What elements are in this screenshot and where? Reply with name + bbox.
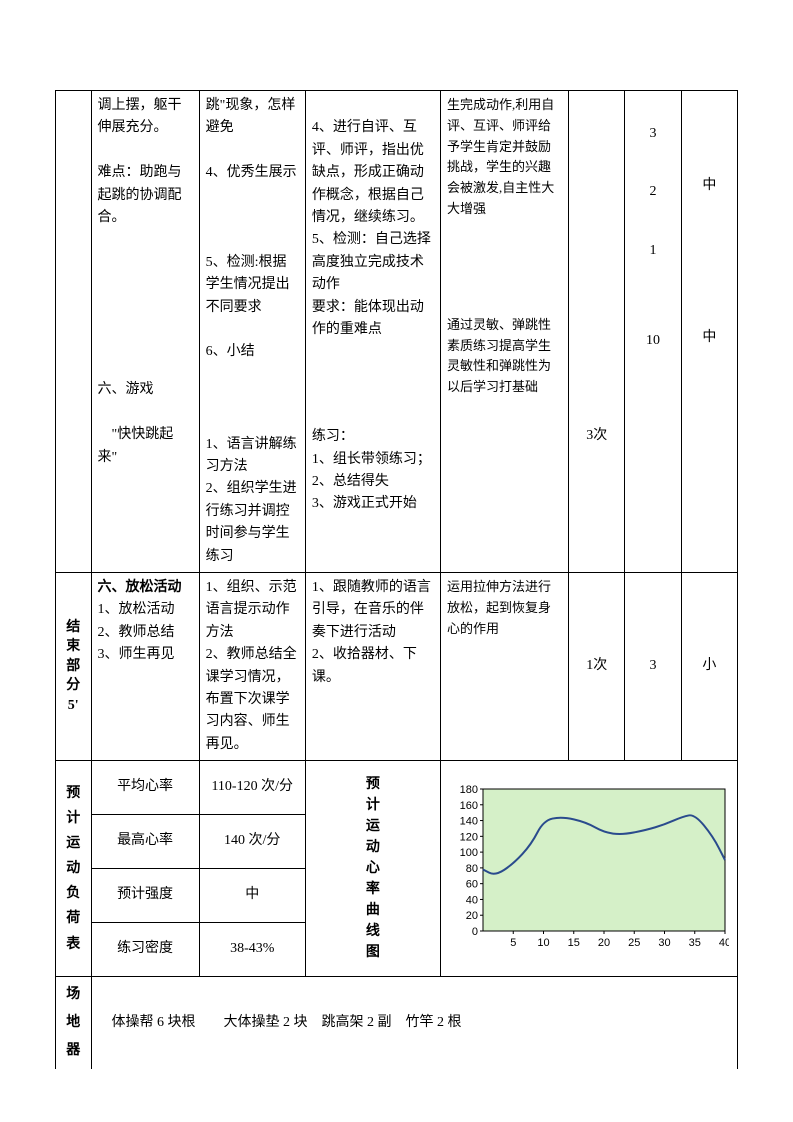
venue-text: 体操帮 6 块根 大体操垫 2 块 跳高架 2 副 竹竿 2 根: [91, 977, 738, 1070]
svg-text:5: 5: [510, 937, 516, 949]
main-col1-text1: 调上摆，躯干伸展充分。 难点：助跑与起跳的协调配合。: [98, 95, 193, 229]
main-section-label: [56, 91, 92, 573]
end-col6: 3: [625, 573, 681, 761]
end-col1: 六、放松活动 1、放松活动 2、教师总结 3、师生再见: [91, 573, 199, 761]
main-col3-text2: 练习： 1、组长带领练习； 2、总结得失 3、游戏正式开始: [312, 426, 434, 516]
metrics-label: 预计运动负荷表: [56, 761, 92, 977]
main-col2: 跳"现象，怎样避免 4、优秀生展示 5、检测:根据学生情况提出不同要求 6、小结…: [199, 91, 305, 573]
venue-row: 场地器 体操帮 6 块根 大体操垫 2 块 跳高架 2 副 竹竿 2 根: [56, 977, 738, 1070]
svg-text:180: 180: [460, 784, 478, 796]
main-col3-text1: 4、进行自评、互评、师评，指出优缺点，形成正确动作概念，根据自己情况，继续练习。…: [312, 95, 434, 341]
chart-cell: 0 20 40 60 80 100 120 140 160 180 5 10 15 20 25 30 35 40: [440, 761, 737, 977]
main-col7-v1: 中: [688, 175, 731, 197]
svg-text:40: 40: [466, 895, 478, 907]
metrics-r4-value: 38-43%: [199, 923, 305, 977]
svg-text:60: 60: [466, 879, 478, 891]
main-col6-v2: 2: [631, 181, 674, 203]
svg-text:140: 140: [460, 816, 478, 828]
metrics-r2-label: 最高心率: [91, 815, 199, 869]
svg-text:10: 10: [537, 937, 549, 949]
metrics-r3-value: 中: [199, 869, 305, 923]
svg-text:0: 0: [472, 926, 478, 938]
svg-text:25: 25: [628, 937, 640, 949]
main-col4-text1: 生完成动作,利用自评、互评、师评给予学生肯定并鼓励挑战，学生的兴趣会被激发,自主…: [447, 95, 562, 220]
end-col7: 小: [681, 573, 737, 761]
end-col3: 1、跟随教师的语言引导，在音乐的伴奏下进行活动 2、收拾器材、下课。: [305, 573, 440, 761]
main-col7: 中 中: [681, 91, 737, 573]
svg-text:80: 80: [466, 863, 478, 875]
main-col6-v4: 10: [631, 330, 674, 352]
metrics-r1-label: 平均心率: [91, 761, 199, 815]
heart-rate-chart-svg: 0 20 40 60 80 100 120 140 160 180 5 10 15 20 25 30 35 40: [449, 781, 729, 956]
lesson-plan-table: 调上摆，躯干伸展充分。 难点：助跑与起跳的协调配合。 六、游戏 "快快跳起来" …: [55, 90, 738, 1069]
main-col4: 生完成动作,利用自评、互评、师评给予学生肯定并鼓励挑战，学生的兴趣会被激发,自主…: [440, 91, 568, 573]
heart-rate-chart: 0 20 40 60 80 100 120 140 160 180 5 10 15 20 25 30 35 40: [445, 775, 733, 962]
end-section-row: 结束部分5' 六、放松活动 1、放松活动 2、教师总结 3、师生再见 1、组织、…: [56, 573, 738, 761]
svg-text:120: 120: [460, 831, 478, 843]
main-col2-text2: 1、语言讲解练习方法 2、组织学生进行练习并调控时间参与学生练习: [206, 434, 299, 568]
svg-text:20: 20: [466, 910, 478, 922]
main-col6-v1: 3: [631, 123, 674, 145]
end-section-label: 结束部分5': [56, 573, 92, 761]
end-col5: 1次: [569, 573, 625, 761]
main-col6-v3: 1: [631, 240, 674, 262]
main-col7-v2: 中: [688, 327, 731, 349]
main-col2-text1: 跳"现象，怎样避免 4、优秀生展示 5、检测:根据学生情况提出不同要求 6、小结: [206, 95, 299, 364]
metrics-row-1: 预计运动负荷表 平均心率 110-120 次/分 预计运动心率曲线图 02040…: [56, 761, 738, 815]
metrics-r3-label: 预计强度: [91, 869, 199, 923]
chart-label-cell: 预计运动心率曲线图: [305, 761, 440, 977]
main-col4-text2: 通过灵敏、弹跳性素质练习提高学生灵敏性和弹跳性为以后学习打基础: [447, 315, 562, 398]
main-col5: 3次: [569, 91, 625, 573]
metrics-r1-value: 110-120 次/分: [199, 761, 305, 815]
svg-text:30: 30: [658, 937, 670, 949]
main-col1-text2: 六、游戏 "快快跳起来": [98, 379, 193, 469]
main-col6: 3 2 1 10: [625, 91, 681, 573]
main-col1: 调上摆，躯干伸展充分。 难点：助跑与起跳的协调配合。 六、游戏 "快快跳起来": [91, 91, 199, 573]
end-col2: 1、组织、示范语言提示动作方法 2、教师总结全课学习情况，布置下次课学习内容、师…: [199, 573, 305, 761]
main-col5-v1: 3次: [575, 425, 618, 447]
svg-text:15: 15: [568, 937, 580, 949]
svg-text:40: 40: [719, 937, 729, 949]
svg-text:100: 100: [460, 847, 478, 859]
end-col4: 运用拉伸方法进行放松，起到恢复身心的作用: [440, 573, 568, 761]
main-section-row: 调上摆，躯干伸展充分。 难点：助跑与起跳的协调配合。 六、游戏 "快快跳起来" …: [56, 91, 738, 573]
metrics-r2-value: 140 次/分: [199, 815, 305, 869]
metrics-r4-label: 练习密度: [91, 923, 199, 977]
venue-label: 场地器: [56, 977, 92, 1070]
svg-text:160: 160: [460, 800, 478, 812]
svg-text:35: 35: [689, 937, 701, 949]
main-col3: 4、进行自评、互评、师评，指出优缺点，形成正确动作概念，根据自己情况，继续练习。…: [305, 91, 440, 573]
svg-text:20: 20: [598, 937, 610, 949]
